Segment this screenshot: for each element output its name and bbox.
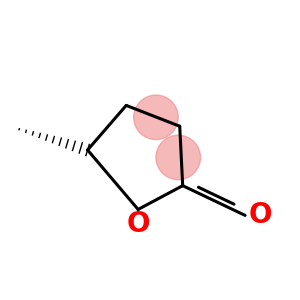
Circle shape — [156, 135, 200, 180]
Text: O: O — [248, 201, 272, 230]
Circle shape — [134, 95, 178, 140]
Text: O: O — [126, 210, 150, 238]
